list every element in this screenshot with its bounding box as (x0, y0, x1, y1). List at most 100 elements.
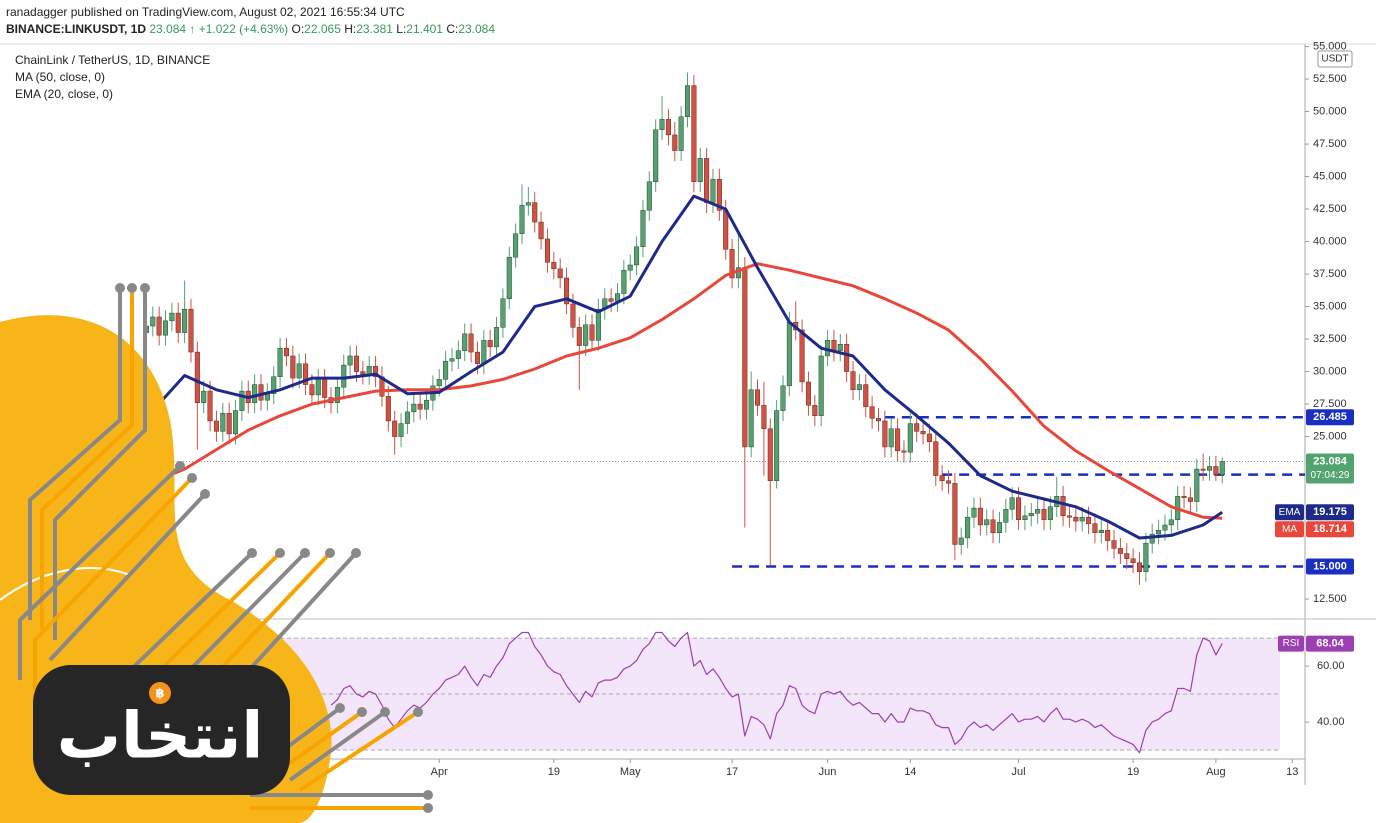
ohlc-value: 21.401 (406, 22, 443, 36)
candle-body (347, 355, 353, 366)
candle-body (315, 379, 321, 396)
candle-body (818, 355, 824, 416)
candle-body (1156, 529, 1162, 535)
candle-body (799, 329, 805, 383)
x-tick-label: Apr (431, 766, 448, 778)
candle-body (844, 344, 850, 372)
ohlc-label: C: (446, 22, 459, 36)
candle-body (213, 420, 219, 432)
last-price-box (1306, 453, 1354, 484)
ohlc-value: 23.381 (356, 22, 393, 36)
header: ranadagger published on TradingView.com,… (6, 4, 495, 38)
series-value-box (1306, 504, 1354, 521)
candle-body (449, 358, 455, 362)
candle-body (557, 268, 563, 279)
y-tick-label: 40.000 (1313, 235, 1347, 247)
candle-body (977, 507, 983, 526)
candle-body (595, 308, 601, 341)
series-tag: MA (1282, 524, 1297, 535)
candle-body (334, 386, 340, 403)
candle-body (322, 379, 328, 398)
candle-body (990, 519, 996, 533)
quote-line: BINANCE:LINKUSDT, 1D 23.084 ↑ +1.022 (+4… (6, 21, 495, 38)
candle-body (589, 324, 595, 341)
candle-body (653, 129, 659, 182)
candle-body (436, 379, 442, 387)
candle-body (201, 390, 207, 403)
candle-body (850, 371, 856, 390)
candle-body (532, 202, 538, 223)
candle-body (767, 428, 773, 481)
ma-line (152, 262, 1223, 520)
candle-body (1098, 529, 1104, 533)
candle-body (946, 480, 952, 484)
publisher: ranadagger published on TradingView.com,… (6, 5, 405, 19)
candle-body (239, 390, 245, 411)
candle-body (1117, 548, 1123, 554)
candle-body (404, 411, 410, 424)
y-tick-label: 37.500 (1313, 268, 1347, 280)
candle-body (156, 316, 162, 336)
y-tick-label: 25.000 (1313, 430, 1347, 442)
y-tick-label: 55.000 (1313, 40, 1347, 52)
rsi-value-label: 68.04 (1316, 637, 1344, 649)
candle-body (500, 298, 506, 328)
series-tag: EMA (1279, 507, 1301, 518)
candle-body (519, 204, 525, 234)
y-tick-label: 30.000 (1313, 365, 1347, 377)
candle-body (856, 384, 862, 390)
candle-body (1162, 524, 1168, 531)
legend-entry: MA (50, close, 0) (15, 70, 105, 84)
candle-body (1143, 542, 1149, 572)
candle-body (1022, 515, 1028, 520)
candle-body (1207, 466, 1213, 471)
candle-body (786, 321, 792, 387)
level-box (1306, 409, 1354, 426)
candle-body (252, 384, 258, 403)
ma-line (151, 194, 1224, 540)
series-tag-box (1275, 521, 1304, 538)
candle-body (691, 85, 697, 182)
candle-body (895, 428, 901, 452)
candle-body (1003, 509, 1009, 523)
candle-body (494, 327, 500, 348)
candle-body (1105, 529, 1111, 541)
candle-body (697, 158, 703, 182)
candle-body (513, 233, 519, 258)
y-tick-label: 52.500 (1313, 73, 1347, 85)
rsi-tick-label: 40.00 (1317, 716, 1345, 728)
candle-body (1168, 519, 1174, 526)
candle-body (1073, 516, 1079, 522)
ohlc-label: H: (344, 22, 357, 36)
candle-body (296, 363, 302, 379)
candle-body (1060, 496, 1066, 517)
candle-body (143, 325, 149, 333)
candle-body (685, 85, 691, 117)
candle-body (398, 423, 404, 437)
candle-body (621, 269, 627, 294)
candle-body (659, 119, 665, 130)
candle-body (678, 116, 684, 151)
legend-entry: EMA (20, close, 0) (15, 87, 113, 101)
candle-body (869, 406, 875, 419)
candle-body (1124, 553, 1130, 559)
rsi-line (330, 631, 1223, 754)
candle-body (1136, 562, 1142, 572)
series-value-label: 19.175 (1313, 506, 1347, 518)
candle-body (914, 423, 920, 432)
x-tick-label: 17 (726, 766, 738, 778)
x-tick-label: 13 (1286, 766, 1298, 778)
candle-body (831, 340, 837, 351)
candle-body (366, 366, 372, 375)
candle-body (882, 420, 888, 448)
candle-body (258, 384, 264, 401)
candle-body (207, 390, 213, 422)
candle-body (309, 384, 315, 396)
ohlc-label: L: (396, 22, 407, 36)
candle-body (812, 405, 818, 416)
series-value-label: 18.714 (1313, 523, 1348, 535)
candle-body (704, 158, 710, 203)
y-tick-label: 47.500 (1313, 138, 1347, 150)
